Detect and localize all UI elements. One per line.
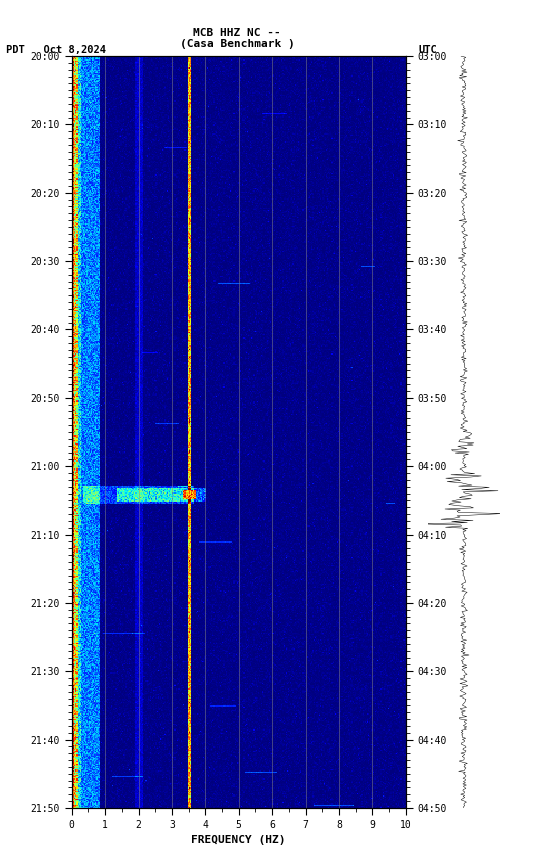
X-axis label: FREQUENCY (HZ): FREQUENCY (HZ) bbox=[192, 835, 286, 845]
Text: UTC: UTC bbox=[418, 45, 437, 55]
Text: PDT   Oct 8,2024: PDT Oct 8,2024 bbox=[6, 45, 105, 55]
Text: MCB HHZ NC --: MCB HHZ NC -- bbox=[194, 28, 281, 38]
Text: (Casa Benchmark ): (Casa Benchmark ) bbox=[180, 39, 295, 49]
